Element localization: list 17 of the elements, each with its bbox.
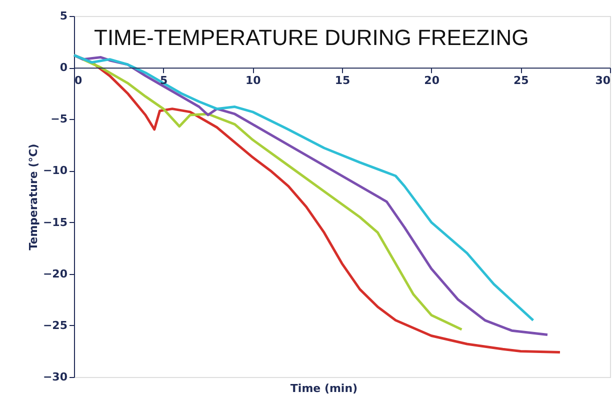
x-tick-label: 15 [334, 74, 350, 88]
y-tick-label: −5 [50, 112, 68, 126]
y-tick-label: −10 [42, 164, 68, 178]
chart-title: TIME-TEMPERATURE DURING FREEZING [94, 25, 529, 50]
x-axis-title: Time (min) [290, 382, 358, 395]
y-tick-label: −30 [42, 370, 68, 384]
x-tick-label: 30 [595, 74, 611, 88]
y-tick-label: −25 [42, 318, 68, 332]
y-tick-label: −15 [42, 216, 68, 229]
x-tick-label: 0 [74, 74, 82, 88]
x-tick-label: 20 [424, 74, 440, 88]
y-tick-label: 5 [60, 10, 68, 22]
y-axis-title: Temperature (°C) [26, 144, 40, 250]
y-tick-label: 0 [60, 61, 68, 74]
x-tick-label: 25 [514, 74, 529, 88]
x-tick-label: 10 [246, 74, 262, 88]
y-tick-label: −20 [42, 267, 68, 280]
